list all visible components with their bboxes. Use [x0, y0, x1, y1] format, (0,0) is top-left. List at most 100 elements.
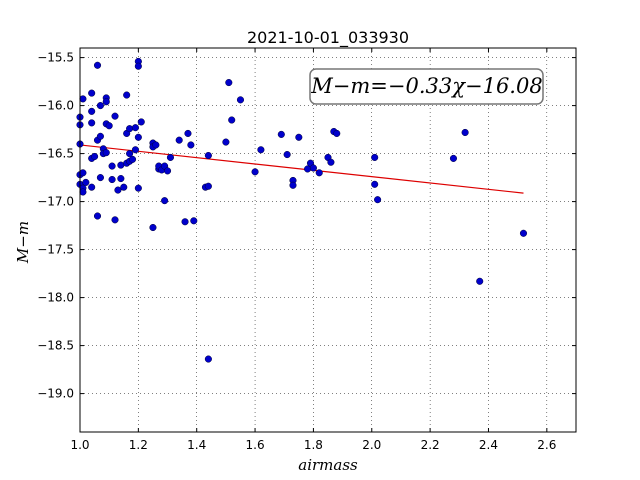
data-point [137, 118, 145, 126]
data-point [79, 169, 87, 177]
y-tick-labels: −15.5 −16.0 −16.5 −17.0 −17.5 −18.0 −18.5 −19.0 [37, 51, 74, 401]
annotation-text: M−m=−0.33χ−16.08 [310, 74, 542, 98]
data-point [108, 162, 116, 170]
x-tick-label: 2.6 [537, 438, 556, 452]
data-point [102, 98, 110, 106]
x-tick-label: 1.6 [246, 438, 265, 452]
data-point [93, 212, 102, 220]
data-point [461, 128, 469, 137]
plot-frame [79, 47, 577, 433]
grid-lines [79, 48, 576, 432]
data-point [374, 196, 382, 204]
y-tick-label: −16.5 [37, 147, 74, 161]
data-point [96, 102, 104, 110]
x-tick-labels: 1.0 1.2 1.4 1.6 1.8 2.0 2.2 2.4 2.6 [70, 438, 556, 452]
data-point [131, 124, 139, 132]
data-point [190, 217, 198, 225]
data-point [187, 141, 195, 149]
data-point [181, 218, 189, 226]
data-point [111, 112, 119, 120]
data-point [161, 197, 169, 205]
data-point [105, 122, 113, 130]
data-point [204, 151, 212, 160]
data-point [120, 183, 128, 191]
y-tick-label: −15.5 [37, 51, 74, 65]
y-tick-label: −19.0 [37, 387, 74, 401]
fit-layer [79, 144, 524, 194]
data-point [166, 153, 174, 161]
data-point [228, 116, 236, 124]
data-point [88, 119, 96, 127]
points-layer [76, 57, 528, 363]
data-point [315, 169, 323, 177]
data-point [519, 229, 528, 237]
x-tick-label: 1.4 [187, 438, 206, 452]
data-point [163, 167, 172, 175]
data-point [152, 141, 160, 149]
data-point [449, 154, 458, 162]
data-point [371, 153, 379, 161]
data-point [476, 277, 484, 285]
chart-title: 2021-10-01_033930 [247, 28, 409, 48]
annotation-box [309, 68, 544, 105]
data-point [236, 96, 245, 104]
data-point [108, 175, 116, 184]
data-point [96, 174, 104, 182]
data-point [327, 158, 335, 166]
data-point [283, 151, 291, 159]
y-tick-label: −17.5 [37, 243, 74, 257]
data-point [117, 175, 125, 183]
x-tick-label: 1.0 [70, 438, 89, 452]
y-axis-label: M−m [14, 221, 32, 264]
tick-marks [79, 48, 576, 432]
data-point [88, 183, 96, 191]
y-tick-label: −18.5 [37, 339, 74, 353]
data-point [96, 132, 104, 140]
data-point [289, 181, 297, 189]
data-point [82, 178, 90, 186]
x-tick-label: 1.8 [304, 438, 323, 452]
x-tick-label: 1.2 [129, 438, 148, 452]
y-tick-label: −18.0 [37, 291, 74, 305]
data-point [111, 216, 119, 224]
plot-area [76, 47, 577, 433]
data-point [204, 355, 212, 363]
data-point [184, 129, 192, 137]
data-point [149, 223, 157, 232]
data-point [91, 152, 99, 161]
data-point [93, 61, 102, 69]
data-point [79, 95, 87, 103]
data-point [257, 146, 265, 154]
x-tick-label: 2.2 [421, 438, 440, 452]
data-point [126, 150, 134, 158]
data-point [134, 62, 142, 70]
data-point [371, 180, 379, 188]
data-point [123, 91, 131, 99]
x-tick-label: 2.0 [362, 438, 381, 452]
data-point [222, 138, 230, 146]
data-point [225, 79, 233, 87]
fit-line [79, 144, 524, 194]
x-tick-label: 2.4 [479, 438, 498, 452]
data-point [295, 133, 303, 141]
data-point [309, 164, 317, 172]
x-axis-label: airmass [298, 456, 358, 474]
data-point [134, 133, 142, 141]
data-point [134, 184, 142, 192]
data-point [79, 188, 87, 196]
data-point [277, 130, 285, 138]
fit-annotation: M−m=−0.33χ−16.08 [309, 68, 544, 105]
data-point [126, 125, 134, 133]
plot-background [80, 48, 576, 432]
data-point [88, 89, 96, 97]
y-tick-label: −17.0 [37, 195, 74, 209]
data-point [251, 168, 259, 176]
data-point [333, 129, 341, 137]
data-point [131, 146, 139, 154]
data-point [128, 155, 137, 163]
data-point [175, 136, 183, 144]
data-point [114, 186, 122, 194]
y-tick-label: −16.0 [37, 99, 74, 113]
data-point [102, 149, 110, 157]
